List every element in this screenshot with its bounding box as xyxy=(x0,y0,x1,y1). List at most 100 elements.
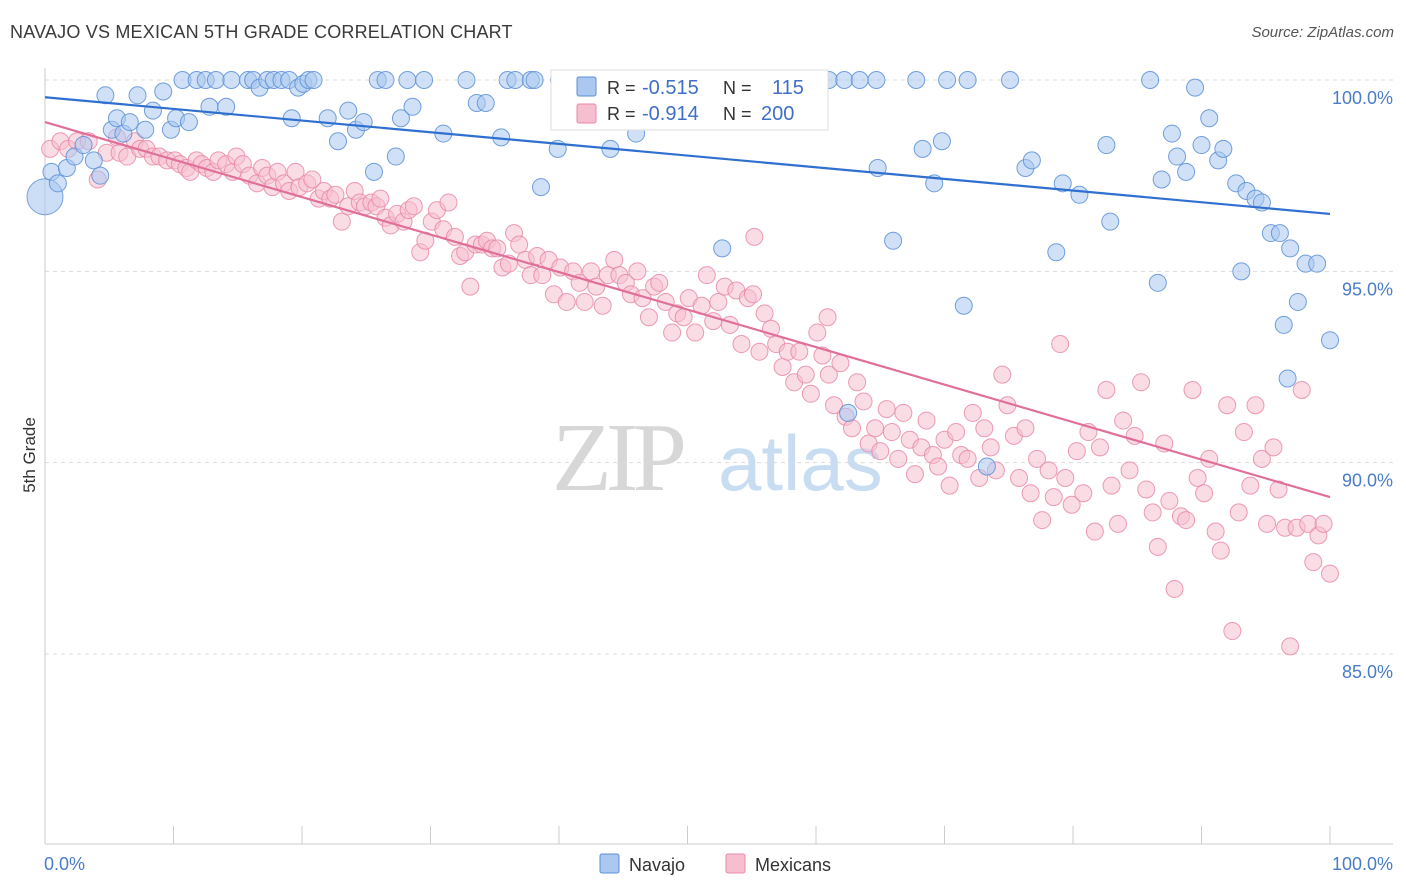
mexicans-point-206 xyxy=(1258,514,1277,533)
mexicans-point-99 xyxy=(639,308,658,327)
navajo-point-42 xyxy=(354,113,373,132)
mexicans-point-93 xyxy=(605,250,624,269)
mexicans-point-178 xyxy=(1097,380,1116,399)
mexicans-point-200 xyxy=(1223,622,1242,641)
mexicans-point-202 xyxy=(1234,423,1253,442)
mexicans-bottom-label: Mexicans xyxy=(755,855,831,875)
y-tick-label-1: 95.0% xyxy=(1342,279,1393,299)
navajo-point-86 xyxy=(958,71,977,89)
navajo-point-80 xyxy=(907,71,926,89)
y-axis-label: 5th Grade xyxy=(20,417,39,493)
navajo-point-108 xyxy=(1232,262,1251,281)
mexicans-point-166 xyxy=(1028,449,1047,468)
mexicans-r-label: R = xyxy=(607,104,636,124)
mexicans-point-152 xyxy=(947,423,966,442)
mexicans-point-210 xyxy=(1281,637,1300,656)
mexicans-point-172 xyxy=(1062,495,1081,514)
mexicans-point-128 xyxy=(808,323,827,342)
mexicans-point-88 xyxy=(575,292,594,311)
navajo-legend-swatch xyxy=(576,76,597,97)
mexicans-point-189 xyxy=(1160,491,1179,510)
mexicans-point-195 xyxy=(1195,484,1214,503)
y-tick-label-3: 85.0% xyxy=(1342,662,1393,682)
navajo-point-77 xyxy=(867,71,886,89)
mexicans-point-141 xyxy=(882,423,901,442)
mexicans-point-154 xyxy=(958,449,977,468)
mexicans-n-value: 200 xyxy=(761,103,794,125)
navajo-point-114 xyxy=(1274,315,1293,334)
mexicans-point-143 xyxy=(894,403,913,422)
mexicans-point-113 xyxy=(720,315,739,334)
navajo-point-76 xyxy=(850,71,869,89)
navajo-point-43 xyxy=(364,162,383,181)
mexicans-point-91 xyxy=(593,296,612,315)
mexicans-point-163 xyxy=(1010,468,1029,487)
navajo-point-99 xyxy=(1162,124,1181,143)
mexicans-point-165 xyxy=(1021,484,1040,503)
mexicans-point-103 xyxy=(663,323,682,342)
mexicans-legend-swatch xyxy=(576,103,597,124)
navajo-point-25 xyxy=(222,71,241,89)
navajo-point-91 xyxy=(1047,243,1066,262)
mexicans-point-208 xyxy=(1269,480,1288,499)
navajo-point-92 xyxy=(1053,174,1072,193)
mexicans-point-125 xyxy=(790,342,809,361)
navajo-point-106 xyxy=(1214,139,1233,158)
mexicans-point-167 xyxy=(1033,511,1052,530)
mexicans-point-149 xyxy=(929,457,948,476)
mexicans-point-134 xyxy=(842,419,861,438)
mexicans-point-151 xyxy=(940,476,959,495)
navajo-point-47 xyxy=(391,109,410,128)
mexicans-point-127 xyxy=(801,384,820,403)
navajo-point-54 xyxy=(476,93,495,112)
mexicans-point-171 xyxy=(1056,468,1075,487)
navajo-point-60 xyxy=(532,178,551,197)
navajo-point-46 xyxy=(386,147,405,166)
mexicans-point-85 xyxy=(557,292,576,311)
navajo-bottom-swatch xyxy=(599,853,620,874)
mexicans-point-147 xyxy=(917,411,936,430)
mexicans-point-102 xyxy=(656,292,675,311)
navajo-point-117 xyxy=(1288,292,1307,311)
navajo-point-102 xyxy=(1186,78,1205,97)
navajo-trend-line xyxy=(44,96,1331,216)
mexicans-point-196 xyxy=(1200,449,1219,468)
navajo-point-74 xyxy=(835,71,854,89)
mexicans-point-169 xyxy=(1044,488,1063,507)
navajo-point-93 xyxy=(1070,185,1089,204)
mexicans-point-184 xyxy=(1132,373,1151,392)
mexicans-point-180 xyxy=(1108,514,1127,533)
mexicans-point-126 xyxy=(796,365,815,384)
navajo-point-75 xyxy=(839,403,858,422)
mexicans-point-183 xyxy=(1125,426,1144,445)
navajo-point-96 xyxy=(1141,71,1160,89)
mexicans-point-44 xyxy=(326,185,345,204)
mexicans-bottom-swatch xyxy=(725,853,746,874)
navajo-point-113 xyxy=(1270,224,1289,243)
navajo-point-14 xyxy=(143,101,162,120)
navajo-point-24 xyxy=(217,97,236,116)
navajo-points xyxy=(26,71,1339,476)
mexicans-point-140 xyxy=(877,400,896,419)
mexicans-point-203 xyxy=(1241,476,1260,495)
stats-legend-box xyxy=(550,69,829,131)
mexicans-point-216 xyxy=(1314,514,1333,533)
mexicans-point-205 xyxy=(1252,449,1271,468)
trend-lines xyxy=(44,96,1331,499)
mexicans-point-194 xyxy=(1188,468,1207,487)
mexicans-point-130 xyxy=(819,365,838,384)
navajo-point-84 xyxy=(938,71,957,89)
mexicans-point-142 xyxy=(889,449,908,468)
navajo-point-50 xyxy=(415,71,434,89)
mexicans-point-218 xyxy=(818,308,837,327)
mexicans-point-40 xyxy=(303,170,322,189)
navajo-point-49 xyxy=(403,97,422,116)
mexicans-point-136 xyxy=(854,392,873,411)
navajo-bottom-label: Navajo xyxy=(629,855,685,875)
watermark: ZIP atlas xyxy=(552,404,883,512)
mexicans-point-173 xyxy=(1067,442,1086,461)
navajo-point-45 xyxy=(376,71,395,89)
navajo-point-52 xyxy=(457,71,476,89)
mexicans-point-160 xyxy=(993,365,1012,384)
y-tick-label-0: 100.0% xyxy=(1332,88,1393,108)
